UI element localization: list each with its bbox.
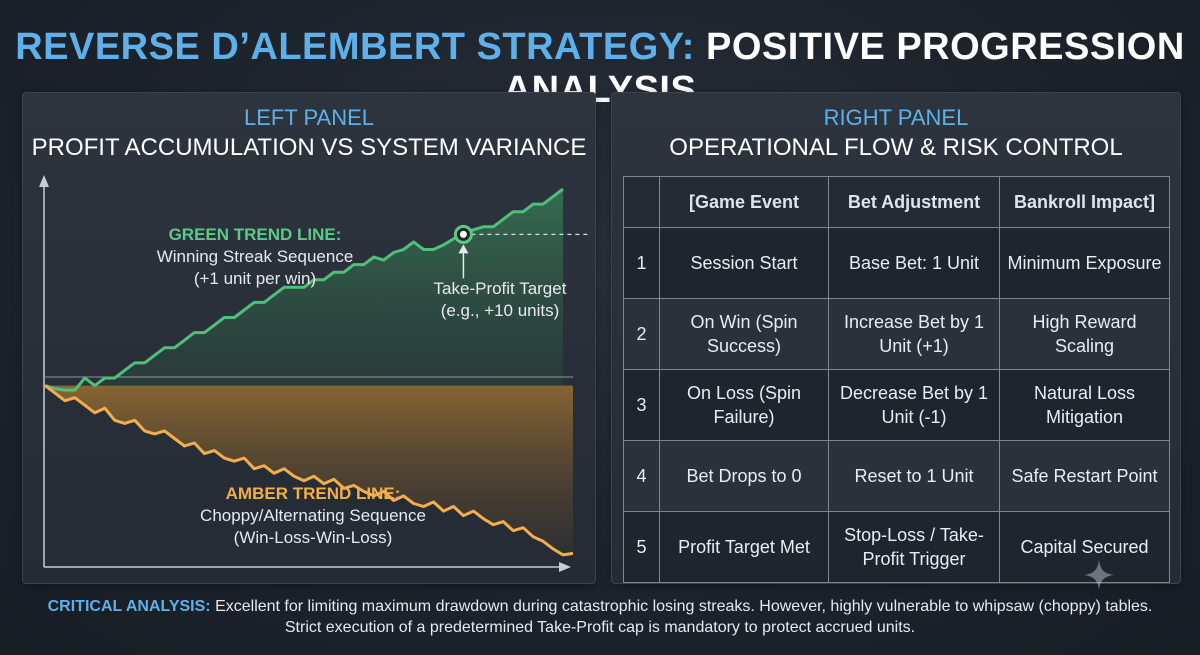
amber-trend-line2: (Win-Loss-Win-Loss) — [233, 528, 393, 547]
bet-adjustment-cell: Reset to 1 Unit — [828, 440, 1000, 512]
progression-chart — [39, 175, 591, 572]
title-accent: REVERSE D’ALEMBERT STRATEGY: — [15, 26, 695, 68]
bankroll-impact-cell: Capital Secured — [999, 511, 1170, 583]
green-trend-line2: (+1 unit per win) — [193, 269, 317, 288]
table-row: 4 Bet Drops to 0 Reset to 1 Unit Safe Re… — [623, 440, 1170, 512]
critical-analysis-text: Excellent for limiting maximum drawdown … — [215, 598, 1153, 636]
critical-analysis: CRITICAL ANALYSIS: Excellent for limitin… — [40, 596, 1160, 638]
take-profit-marker-dot — [459, 230, 467, 238]
target-arrow-head — [458, 244, 469, 254]
column-header: [Game Event — [659, 176, 829, 228]
sparkle-icon — [1084, 560, 1114, 590]
right-panel: RIGHT PANEL OPERATIONAL FLOW & RISK CONT… — [611, 92, 1181, 584]
row-number: 4 — [623, 440, 660, 512]
take-profit-label: Take-Profit Target (e.g., +10 units) — [405, 278, 595, 322]
column-header — [623, 176, 660, 228]
left-panel-heading: PROFIT ACCUMULATION VS SYSTEM VARIANCE — [31, 134, 587, 161]
table-row: 5 Profit Target Met Stop-Loss / Take-Pro… — [623, 511, 1170, 583]
critical-analysis-lead: CRITICAL ANALYSIS: — [47, 598, 211, 615]
amber-trend-title: AMBER TREND LINE: — [225, 484, 401, 503]
bankroll-impact-cell: High Reward Scaling — [999, 298, 1170, 370]
bet-adjustment-cell: Base Bet: 1 Unit — [828, 227, 1000, 299]
series-line-amber — [44, 384, 574, 557]
green-trend-title: GREEN TREND LINE: — [168, 225, 342, 244]
row-number: 5 — [623, 511, 660, 583]
series-area-amber — [45, 385, 573, 555]
green-trend-label: GREEN TREND LINE: Winning Streak Sequenc… — [115, 224, 395, 290]
game-event-cell: On Loss (Spin Failure) — [659, 369, 829, 441]
game-event-cell: On Win (Spin Success) — [659, 298, 829, 370]
take-profit-line1: Take-Profit Target — [433, 279, 567, 298]
row-number: 3 — [623, 369, 660, 441]
title-rest: POSITIVE PROGRESSION ANALYSIS — [503, 26, 1185, 111]
column-header: Bet Adjustment — [828, 176, 1000, 228]
bet-adjustment-cell: Stop-Loss / Take-Profit Trigger — [828, 511, 1000, 583]
bankroll-impact-cell: Safe Restart Point — [999, 440, 1170, 512]
x-axis-arrow — [559, 562, 571, 572]
take-profit-line2: (e.g., +10 units) — [440, 301, 560, 320]
row-number: 2 — [623, 298, 660, 370]
table-row: 3 On Loss (Spin Failure) Decrease Bet by… — [623, 369, 1170, 441]
right-panel-heading: OPERATIONAL FLOW & RISK CONTROL — [669, 134, 1123, 161]
series-line-green — [44, 187, 564, 392]
operational-flow-table: [Game Event Bet Adjustment Bankroll Impa… — [623, 176, 1170, 583]
row-number: 1 — [623, 227, 660, 299]
bankroll-impact-cell: Natural Loss Mitigation — [999, 369, 1170, 441]
green-trend-line1: Winning Streak Sequence — [156, 247, 354, 266]
bet-adjustment-cell: Increase Bet by 1 Unit (+1) — [828, 298, 1000, 370]
bankroll-impact-cell: Minimum Exposure — [999, 227, 1170, 299]
game-event-cell: Bet Drops to 0 — [659, 440, 829, 512]
page-title: REVERSE D’ALEMBERT STRATEGY: POSITIVE PR… — [0, 26, 1200, 112]
column-header: Bankroll Impact] — [999, 176, 1170, 228]
amber-trend-label: AMBER TREND LINE: Choppy/Alternating Seq… — [163, 483, 463, 549]
game-event-cell: Session Start — [659, 227, 829, 299]
left-panel-kicker: LEFT PANEL — [243, 105, 374, 130]
series-area-green — [45, 189, 563, 391]
table-row: 1 Session Start Base Bet: 1 Unit Minimum… — [623, 227, 1170, 299]
right-panel-kicker: RIGHT PANEL — [823, 105, 969, 130]
table-header-row: [Game Event Bet Adjustment Bankroll Impa… — [623, 176, 1170, 228]
table-row: 2 On Win (Spin Success) Increase Bet by … — [623, 298, 1170, 370]
amber-trend-line1: Choppy/Alternating Sequence — [200, 506, 426, 525]
game-event-cell: Profit Target Met — [659, 511, 829, 583]
bet-adjustment-cell: Decrease Bet by 1 Unit (-1) — [828, 369, 1000, 441]
y-axis-arrow — [39, 175, 49, 187]
left-panel: LEFT PANEL PROFIT ACCUMULATION VS SYSTEM… — [22, 92, 596, 584]
